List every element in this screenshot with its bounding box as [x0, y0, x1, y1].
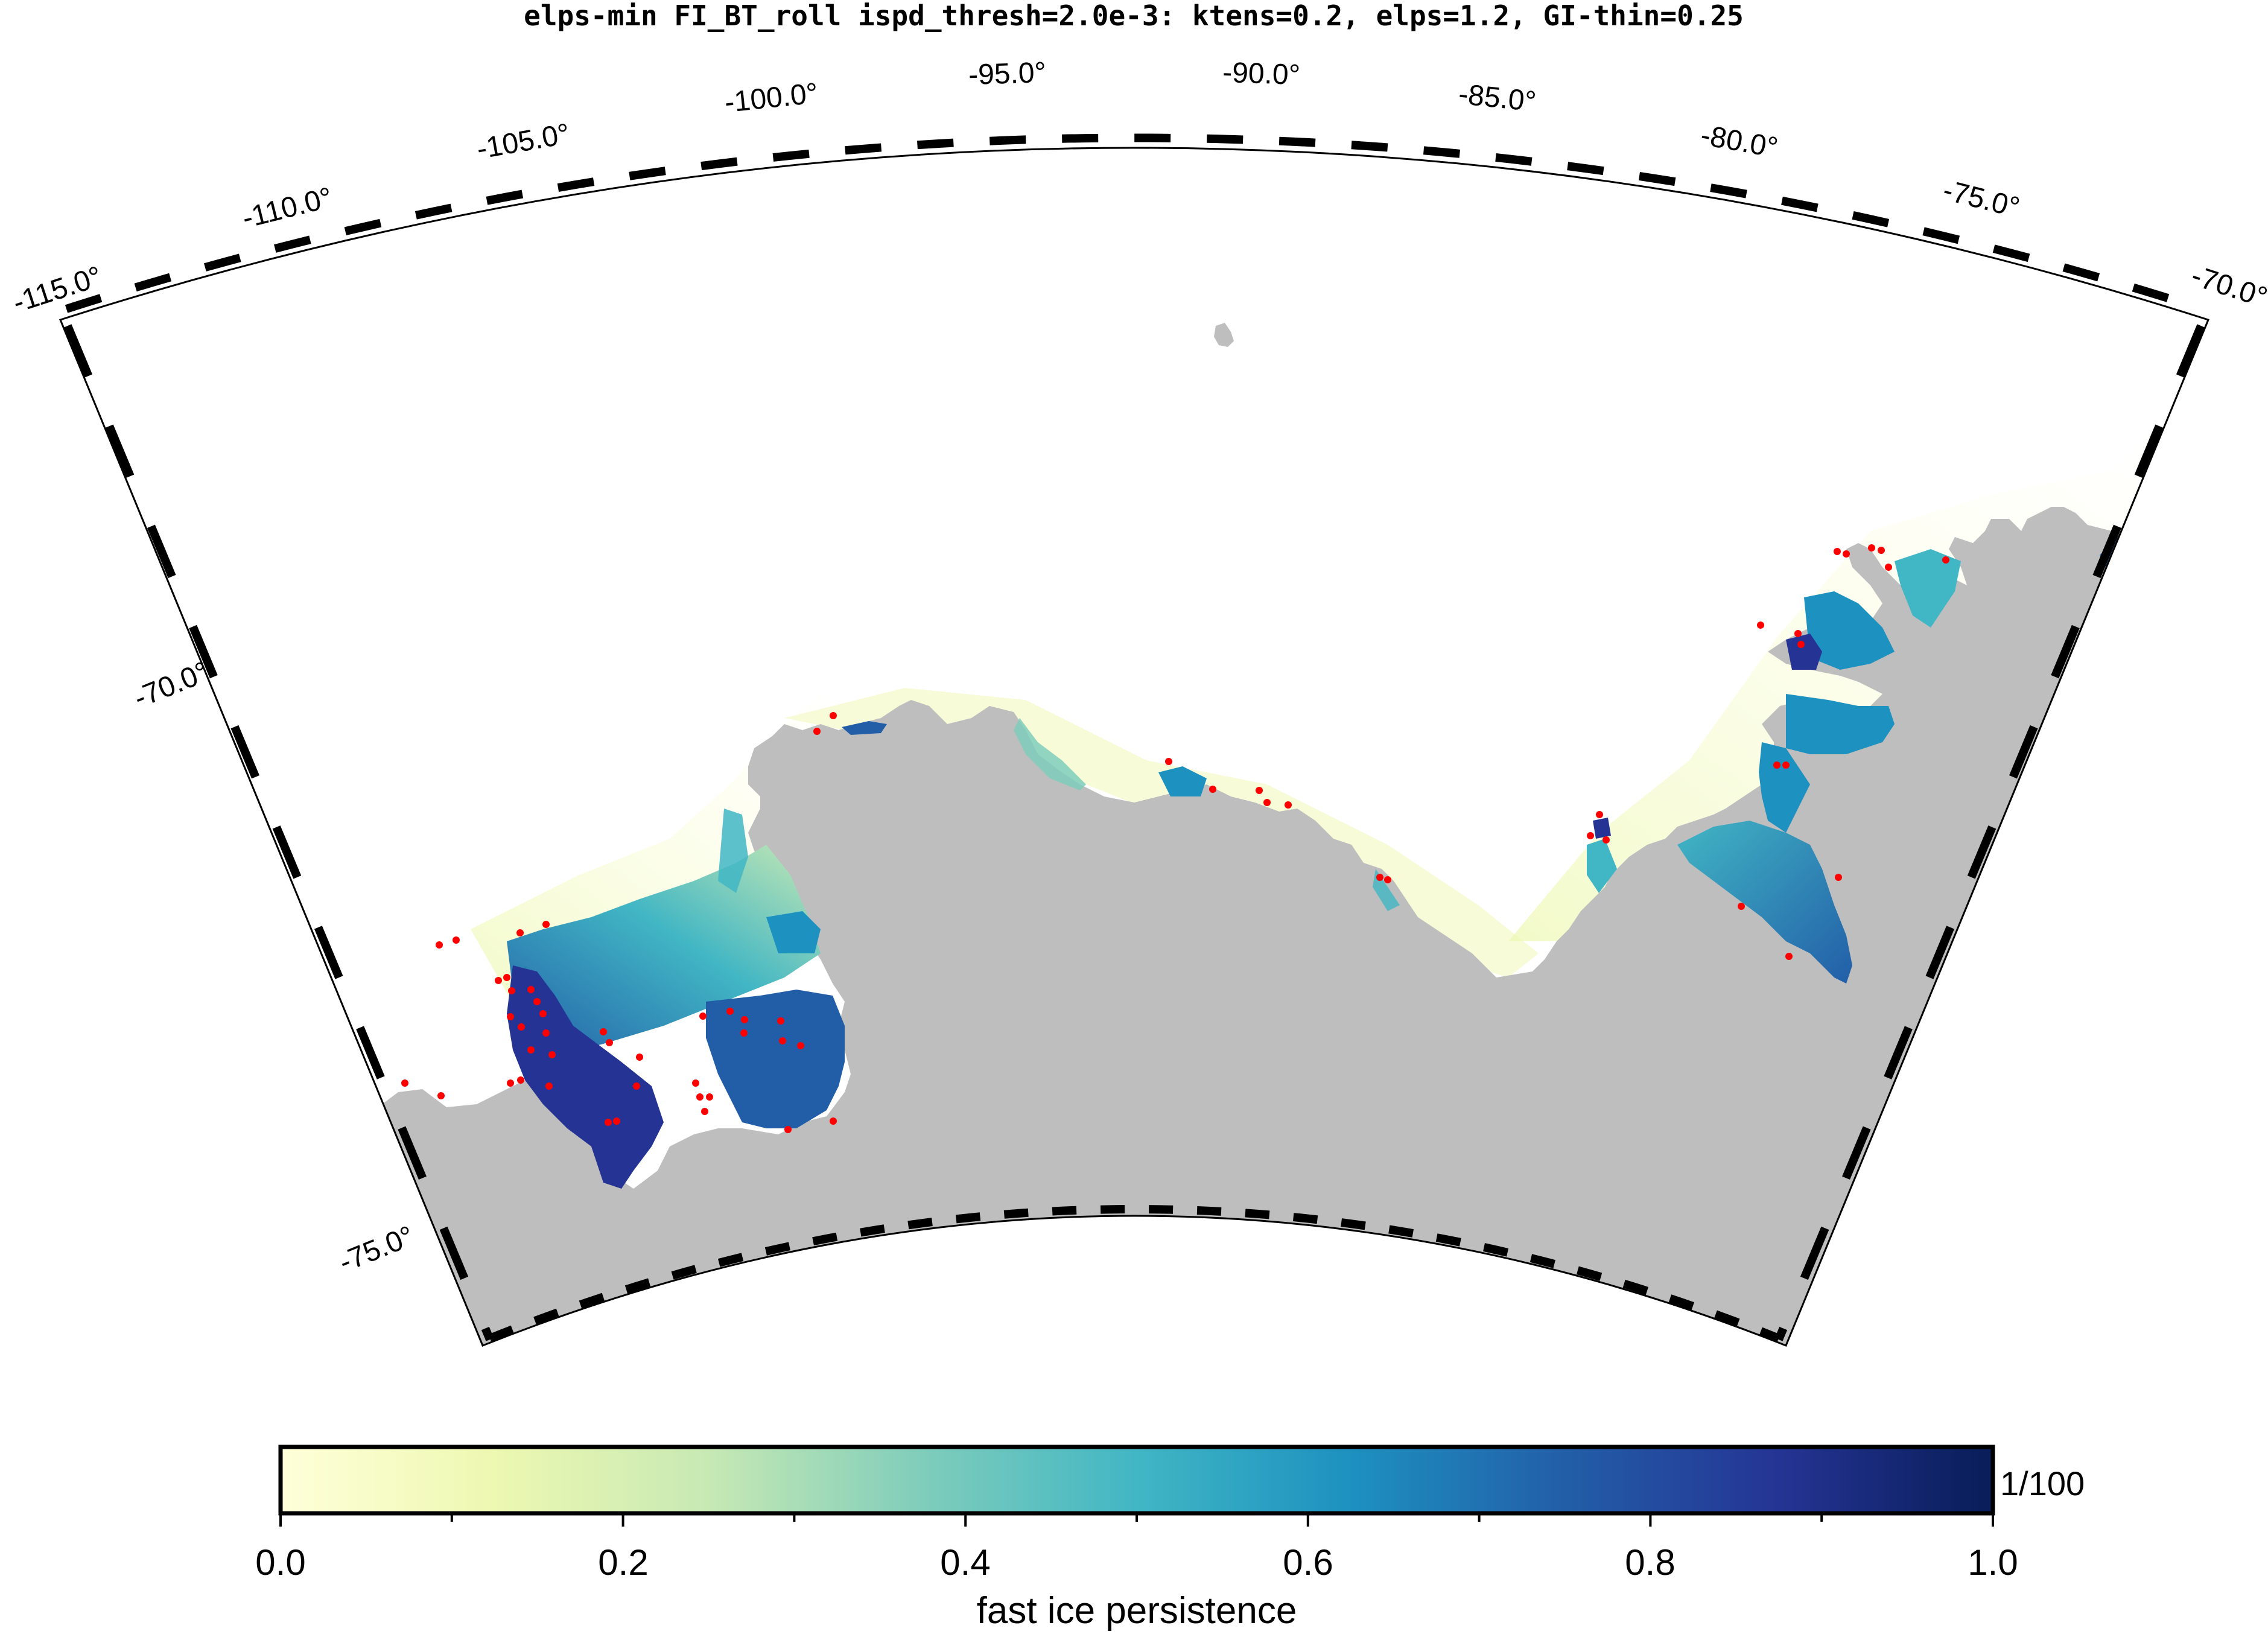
lon-label: -90.0°	[1222, 57, 1300, 91]
lon-label: -75.0°	[1940, 174, 2023, 224]
colorbar-tick-label: 0.8	[1625, 1542, 1675, 1583]
fast-ice-amundsen-strip	[718, 809, 748, 893]
colorbar-scale-note: 1/100	[2000, 1464, 2085, 1502]
lon-label: -80.0°	[1698, 119, 1780, 164]
grounded-iceberg-markers	[401, 544, 1949, 1133]
lat-label: -70.0°	[130, 656, 214, 714]
lon-label: -95.0°	[968, 57, 1046, 91]
thurston-islet	[1214, 323, 1234, 347]
map-title: elps-min FI_BT_roll ispd_thresh=2.0e-3: …	[524, 0, 1744, 32]
fast-ice-bellingshausen-main	[1677, 821, 1852, 984]
fast-ice-amundsen-light	[507, 845, 821, 1056]
fast-ice-adelaide	[1895, 549, 1961, 628]
colorbar: 0.0 0.2 0.4 0.6 0.8 1.0 1/100 fast ice p…	[255, 1445, 2085, 1632]
fast-ice-amundsen-dark	[507, 965, 664, 1189]
colorbar-ticks	[279, 1513, 1994, 1527]
fast-ice-bellingshausen-inlet	[1759, 742, 1810, 833]
frame-bottom-ticks	[488, 1205, 1780, 1343]
fast-ice-central-dark	[842, 721, 887, 735]
colorbar-gradient	[278, 1445, 1995, 1516]
lon-label: -105.0°	[474, 118, 572, 165]
lon-label: -85.0°	[1457, 78, 1537, 118]
frame-right-ticks	[1774, 324, 2205, 1341]
fast-ice-amundsen-notch	[766, 911, 821, 953]
colorbar-tick-label: 1.0	[1968, 1542, 2018, 1583]
colorbar-tick-label: 0.2	[598, 1542, 648, 1583]
fast-ice-east-dark	[1593, 818, 1611, 839]
lon-label: -70.0°	[2187, 259, 2268, 314]
colorbar-tick-label: 0.0	[255, 1542, 305, 1583]
antarctic-land	[60, 507, 2208, 1346]
fast-ice-central-patch	[1158, 766, 1207, 796]
map-frame	[59, 133, 2210, 1347]
lon-label: -100.0°	[723, 77, 819, 119]
fast-ice-bellingshausen-upper	[1786, 694, 1895, 754]
colorbar-tick-labels: 0.0 0.2 0.4 0.6 0.8 1.0	[255, 1542, 2018, 1583]
colorbar-tick-label: 0.6	[1283, 1542, 1333, 1583]
frame-outline	[59, 147, 2210, 1347]
fast-ice-amundsen-mid	[706, 990, 845, 1128]
colorbar-label: fast ice persistence	[977, 1590, 1297, 1632]
colorbar-tick-label: 0.4	[940, 1542, 990, 1583]
lon-label: -110.0°	[239, 182, 335, 235]
frame-left-ticks	[63, 324, 494, 1341]
frame-top-ticks	[65, 133, 2204, 313]
map-area	[60, 323, 2208, 1346]
fast-ice-marguerite-dark	[1786, 634, 1822, 670]
fast-ice-east-small	[1587, 839, 1617, 893]
fast-ice-coast-fringe	[1014, 718, 1086, 790]
lat-label: -75.0°	[335, 1220, 419, 1279]
fast-ice-marguerite	[1804, 591, 1895, 670]
